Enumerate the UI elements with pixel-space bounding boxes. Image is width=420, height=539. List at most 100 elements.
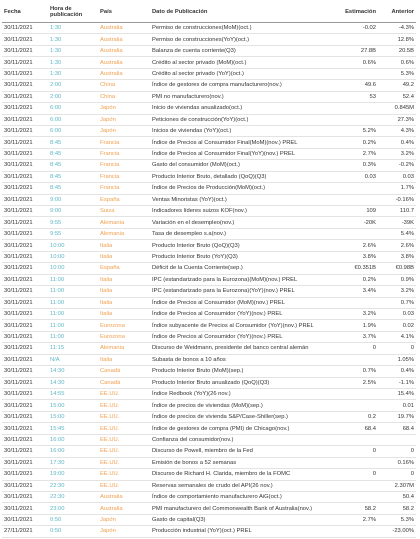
table-cell: Producto Interior Bruto anualizado (QoQ)… <box>150 377 332 390</box>
table-cell <box>332 399 378 412</box>
table-cell <box>332 354 378 367</box>
table-cell: 109 <box>332 205 378 218</box>
table-cell: 3.4% <box>332 285 378 298</box>
table-cell: 30/11/2021 <box>2 216 48 229</box>
table-cell <box>332 102 378 115</box>
table-cell: 30/11/2021 <box>2 114 48 126</box>
table-cell: 2.6% <box>378 239 416 252</box>
table-row: 30/11/2021 11:00 Eurozona Índice de Precios… <box>2 331 416 344</box>
table-cell: 22:30 <box>48 491 98 504</box>
table-row: 30/11/2021 9:55 Alemania Tasa de desempleo … <box>2 228 416 241</box>
table-cell: 3.2% <box>378 148 416 161</box>
table-cell: 11:00 <box>48 331 98 344</box>
table-cell: 30/11/2021 <box>2 148 48 161</box>
table-row: 30/11/2021 16:00 EE.UU. Discurso de Powell,… <box>2 445 416 458</box>
table-cell <box>332 182 378 195</box>
table-cell: Japón <box>98 102 150 115</box>
table-cell: Discurso de Richard H. Clarida, miembro … <box>150 468 332 481</box>
table-cell: 30/11/2021 <box>2 79 48 92</box>
table-cell: 49.6 <box>332 79 378 92</box>
table-cell: Italia <box>98 308 150 321</box>
table-cell: Australia <box>98 68 150 81</box>
table-cell: Inicio de viviendas anualizado(oct.) <box>150 102 332 115</box>
table-cell: 3.2% <box>332 308 378 321</box>
table-cell: Déficit de la Cuenta Corriente(sep.) <box>150 262 332 275</box>
table-cell: 27.3% <box>378 114 416 126</box>
table-cell: 1:30 <box>48 68 98 81</box>
table-cell <box>332 194 378 207</box>
table-cell: 20.5B <box>378 45 416 58</box>
table-cell: 30/11/2021 <box>2 514 48 527</box>
table-cell: Italia <box>98 251 150 264</box>
table-row: 30/11/2021 22:30 EE.UU. Reservas semanales … <box>2 480 416 492</box>
table-cell: 16:00 <box>48 445 98 458</box>
table-cell: 53 <box>332 91 378 104</box>
table-cell: Francia <box>98 182 150 195</box>
table-cell: España <box>98 194 150 207</box>
table-cell: 8:45 <box>48 148 98 161</box>
table-row: 30/11/2021 11:00 Italia IPC (estandarizado … <box>2 285 416 298</box>
table-cell: Balanza de cuenta corriente(Q3) <box>150 45 332 58</box>
table-row: 30/11/2021 10:00 Italia Producto Interior B… <box>2 239 416 252</box>
table-cell: 30/11/2021 <box>2 365 48 378</box>
table-cell: Producto Interior Bruto, detallado (QoQ)… <box>150 171 332 184</box>
table-cell: 6:00 <box>48 102 98 115</box>
table-cell: 11:00 <box>48 297 98 309</box>
table-cell: Alemania <box>98 342 150 355</box>
table-cell: Subasta de bonos a 10 años <box>150 354 332 367</box>
table-cell: Australia <box>98 45 150 58</box>
table-cell: 3.8% <box>378 251 416 264</box>
table-cell: 0 <box>332 445 378 458</box>
table-cell: Inicios de viviendas (YoY)(oct.) <box>150 125 332 138</box>
table-row: 30/11/2021 11:00 Eurozona Índice subyacente… <box>2 319 416 332</box>
table-row: 30/11/2021 1:30 Australia Crédito al sector… <box>2 68 416 81</box>
table-cell: 0.2% <box>332 136 378 149</box>
table-cell: 0.02 <box>378 319 416 332</box>
column-header: Hora de publicación <box>48 2 98 23</box>
table-cell: Índice de Precios al Consumidor Final(Mo… <box>150 136 332 149</box>
table-cell: 0.845M <box>378 102 416 115</box>
table-cell: China <box>98 79 150 92</box>
table-cell: Índice de Precios de Producción(MoM)(oct… <box>150 182 332 195</box>
table-cell: Japón <box>98 514 150 527</box>
table-cell: 30/11/2021 <box>2 480 48 492</box>
table-cell: 0.3% <box>332 159 378 172</box>
table-cell: 0.6% <box>378 56 416 69</box>
table-cell: Canadá <box>98 377 150 390</box>
table-cell: 17:30 <box>48 457 98 470</box>
table-cell: 0.03 <box>332 171 378 184</box>
table-cell: Italia <box>98 285 150 298</box>
table-cell: 15.4% <box>378 388 416 401</box>
table-cell: 52.4 <box>378 91 416 104</box>
table-cell: 0.7% <box>332 365 378 378</box>
table-body: 30/11/2021 1:30 Australia Permiso de constr… <box>2 22 416 538</box>
table-cell: 30/11/2021 <box>2 125 48 138</box>
table-cell: 0.4% <box>378 136 416 149</box>
table-row: 30/11/2021 0:50 Japón Gasto de capital(Q3) 2… <box>2 514 416 527</box>
table-cell: Alemania <box>98 216 150 229</box>
table-cell: Australia <box>98 56 150 69</box>
table-row: 30/11/2021 9:00 España Ventas Minoristas (Y… <box>2 194 416 207</box>
table-cell: Discurso de Powell, miembro de la Fed <box>150 445 332 458</box>
table-row: 30/11/2021 1:30 Australia Crédito al sector… <box>2 56 416 69</box>
table-cell: 30/11/2021 <box>2 377 48 390</box>
table-row: 30/11/2021 15:00 EE.UU. Índice de precios d… <box>2 399 416 412</box>
table-cell: 10:00 <box>48 262 98 275</box>
table-row: 30/11/2021 15:00 EE.UU. Índice de precios d… <box>2 411 416 424</box>
table-cell <box>332 228 378 241</box>
table-cell: €0.98B <box>378 262 416 275</box>
table-cell: 0:50 <box>48 514 98 527</box>
table-cell: 30/11/2021 <box>2 56 48 69</box>
table-cell: Italia <box>98 274 150 287</box>
table-row: 30/11/2021 16:00 EE.UU. Confianza del consu… <box>2 434 416 447</box>
table-row: 30/11/2021 8:45 Francia Índice de Precios d… <box>2 182 416 195</box>
table-cell: 2.7% <box>332 514 378 527</box>
table-cell: 23:00 <box>48 502 98 515</box>
column-header: País <box>98 2 150 23</box>
table-row: 30/11/2021 22:30 Australia Índice de compor… <box>2 491 416 504</box>
table-cell: Italia <box>98 354 150 367</box>
table-cell: 2.307M <box>378 480 416 492</box>
table-cell: Ventas Minoristas (YoY)(oct.) <box>150 194 332 207</box>
table-cell <box>332 434 378 447</box>
